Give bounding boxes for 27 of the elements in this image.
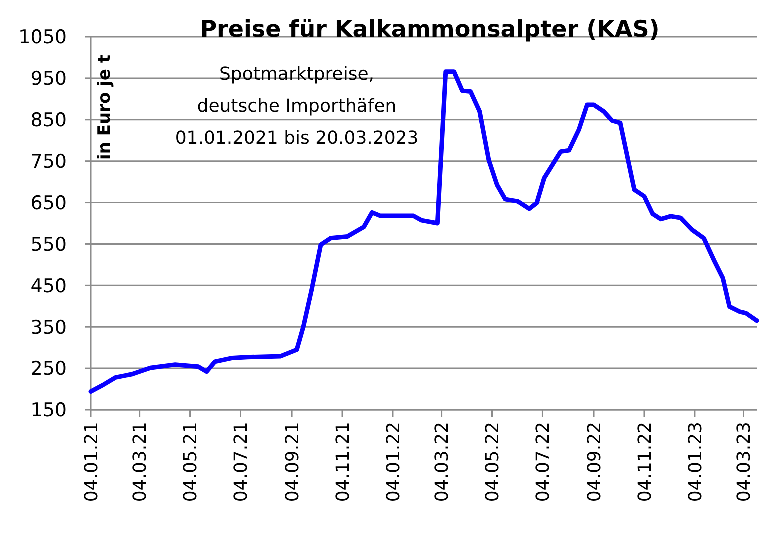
x-tick-label: 04.05.22 (482, 422, 504, 502)
y-tick-label: 850 (30, 110, 67, 132)
x-tick-label: 04.07.21 (231, 422, 252, 502)
y-tick-label: 450 (30, 275, 67, 298)
x-tick-label: 04.05.21 (180, 422, 202, 502)
x-tick-label: 04.03.23 (734, 422, 756, 502)
x-tick-label: 04.09.22 (584, 422, 606, 502)
x-tick-label: 04.09.21 (282, 422, 304, 502)
x-tick-label: 04.07.22 (533, 422, 554, 502)
y-tick-label: 950 (30, 68, 67, 90)
x-tick-label: 04.01.23 (685, 422, 706, 502)
y-tick-label: 350 (30, 316, 67, 339)
x-tick-label: 04.03.22 (432, 422, 454, 502)
y-axis-title: in Euro je t (94, 55, 115, 160)
x-tick-label: 04.11.21 (332, 422, 354, 502)
y-tick-label: 1050 (18, 26, 67, 49)
annotation: Spotmarktpreise, deutsche Importhäfen 01.01.2021 bis 20.03.2023 (175, 64, 419, 149)
chart-title: Preise für Kalkammonsalpter (KAS) (200, 17, 660, 43)
y-tick-label: 150 (30, 400, 67, 422)
x-tick-label: 04.01.21 (81, 422, 102, 502)
x-tick-label: 04.01.22 (383, 422, 404, 502)
y-tick-label: 250 (30, 358, 67, 380)
x-tick-label: 04.11.22 (634, 422, 656, 502)
y-tick-label: 650 (30, 192, 67, 214)
x-tick-label: 04.03.21 (130, 422, 152, 502)
y-tick-label: 750 (30, 150, 67, 173)
y-tick-label: 550 (30, 234, 67, 256)
